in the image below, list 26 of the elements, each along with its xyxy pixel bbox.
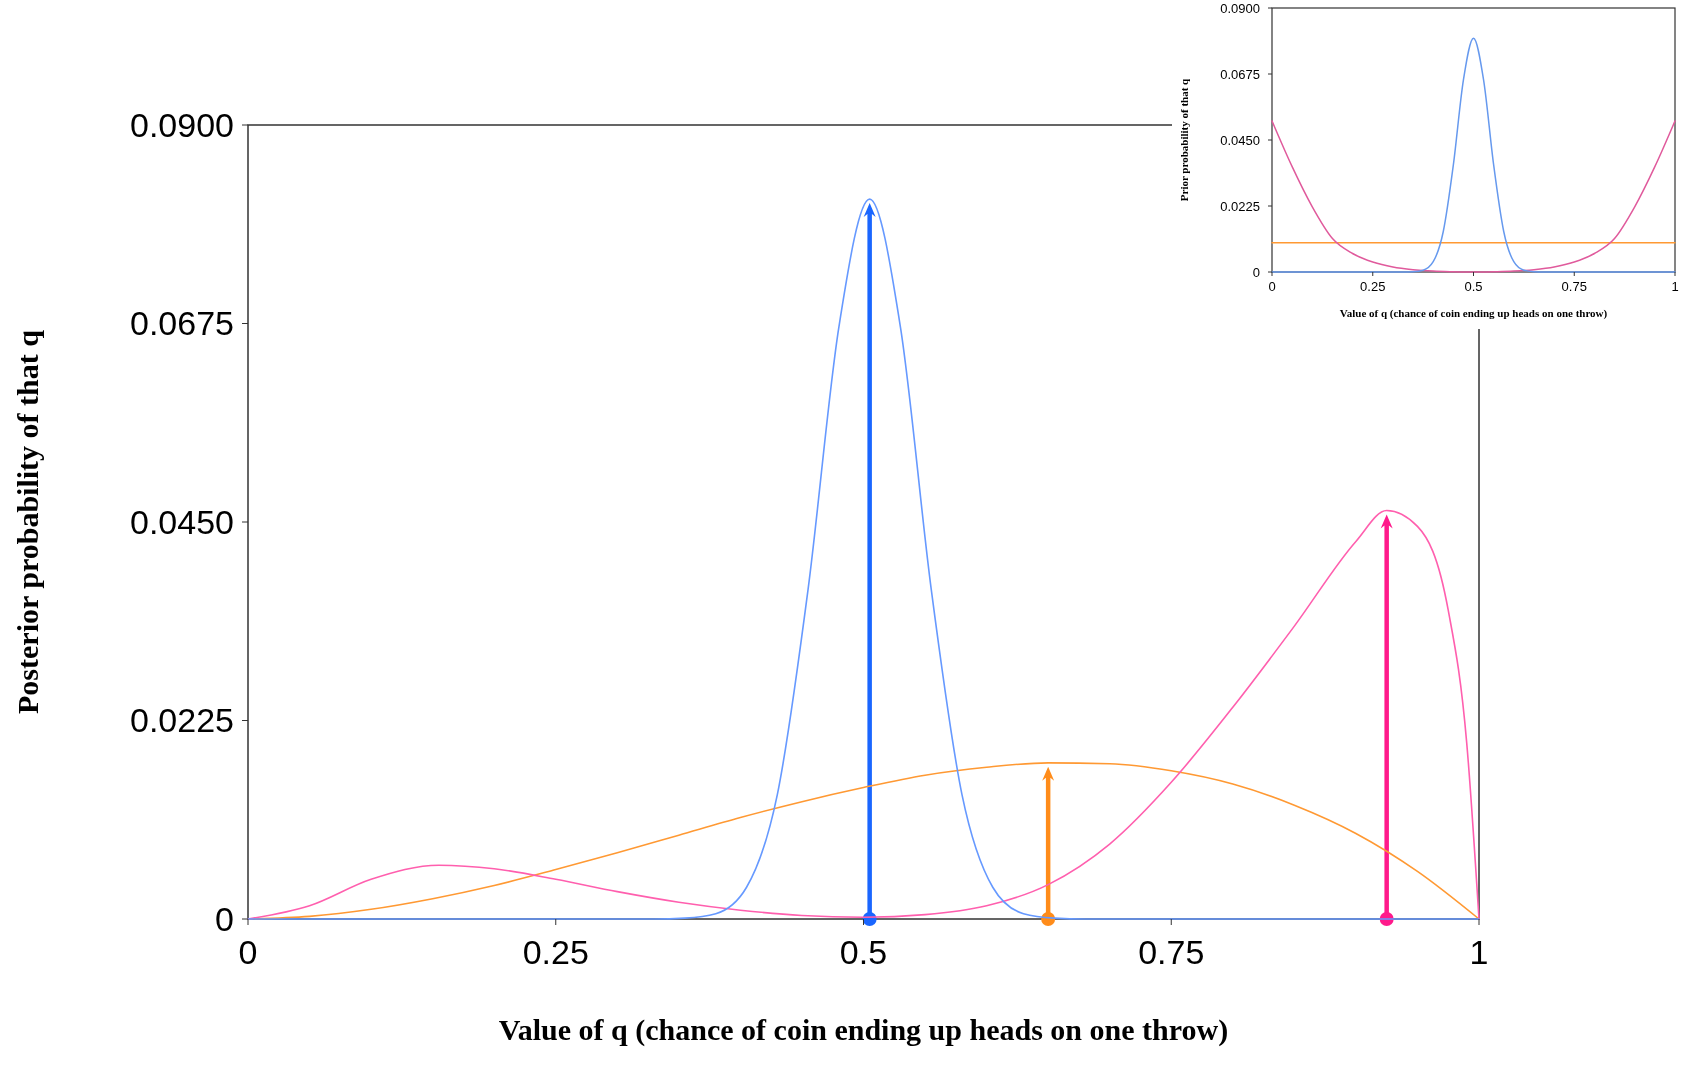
y-tick-label: 0.0675 bbox=[1220, 66, 1260, 82]
y-tick-label: 0.0900 bbox=[130, 105, 234, 144]
x-axis-title: Value of q (chance of coin ending up heads on one throw) bbox=[1339, 307, 1608, 320]
x-tick-label: 0.25 bbox=[1360, 278, 1386, 294]
y-tick-label: 0.0450 bbox=[1220, 132, 1260, 148]
x-tick-label: 1 bbox=[1671, 278, 1679, 294]
x-tick-label: 0.5 bbox=[1464, 278, 1483, 294]
x-tick-label: 0 bbox=[238, 933, 258, 972]
y-axis-title: Posterior probability of that q bbox=[11, 329, 44, 714]
y-tick-label: 0.0450 bbox=[130, 502, 234, 541]
y-tick-label: 0.0675 bbox=[130, 304, 234, 343]
x-tick-label: 0.5 bbox=[839, 933, 888, 972]
y-tick-label: 0.0225 bbox=[130, 701, 234, 740]
y-tick-label: 0.0225 bbox=[1220, 198, 1260, 214]
x-tick-label: 0.75 bbox=[1138, 933, 1205, 972]
x-tick-label: 1 bbox=[1469, 933, 1489, 972]
line-series bbox=[1271, 120, 1676, 273]
y-tick-label: 0 bbox=[1252, 264, 1260, 280]
x-tick-label: 0.25 bbox=[522, 933, 589, 972]
line-series bbox=[1271, 37, 1676, 273]
y-tick-label: 0 bbox=[215, 899, 234, 938]
x-tick-label: 0.75 bbox=[1561, 278, 1587, 294]
x-axis-title: Value of q (chance of coin ending up heads on one throw) bbox=[498, 1013, 1229, 1047]
y-tick-label: 0.0900 bbox=[1220, 0, 1260, 16]
x-tick-label: 0 bbox=[1268, 278, 1276, 294]
y-axis-title: Prior probability of that q bbox=[1178, 77, 1190, 202]
